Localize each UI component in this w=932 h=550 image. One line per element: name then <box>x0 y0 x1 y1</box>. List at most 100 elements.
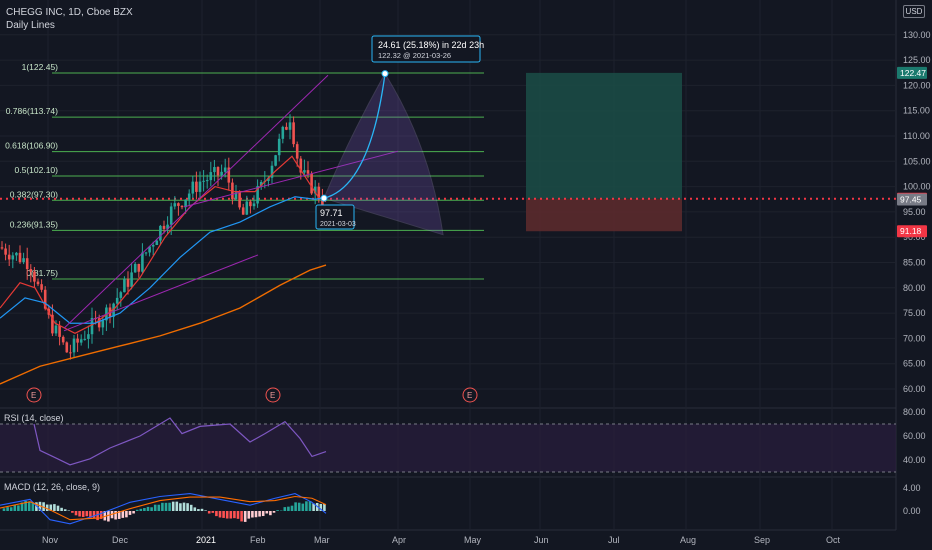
rsi-band <box>0 424 896 472</box>
candle-body <box>61 336 65 343</box>
projection-curve <box>323 73 386 199</box>
price-tick-label[interactable]: 115.00 <box>903 106 930 116</box>
channel-upper-line[interactable] <box>63 74 329 329</box>
candle-body <box>29 269 33 272</box>
macd-histogram-bar <box>200 508 204 511</box>
candle-body <box>0 247 4 249</box>
projection-target-point[interactable] <box>381 70 389 78</box>
time-axis-label[interactable]: Aug <box>680 535 696 545</box>
macd-histogram-bar <box>92 511 96 518</box>
candle-body <box>252 203 256 207</box>
earnings-marker-icon[interactable] <box>265 387 281 403</box>
price-tick-label[interactable]: 110.00 <box>903 131 930 141</box>
macd-histogram-bar <box>312 503 315 511</box>
macd-histogram-bar <box>211 511 215 513</box>
price-tick-label[interactable]: 125.00 <box>903 55 931 65</box>
macd-line <box>0 493 327 525</box>
macd-histogram-bar <box>308 501 312 511</box>
rsi-title[interactable]: RSI (14, close) <box>4 413 64 423</box>
indicator-label[interactable]: Daily Lines <box>6 20 55 31</box>
earnings-marker-icon[interactable] <box>462 387 478 403</box>
price-tick-label[interactable]: 60.00 <box>903 384 926 394</box>
earnings-marker-label[interactable]: E <box>31 391 36 400</box>
candle-body <box>281 126 285 139</box>
macd-histogram-bar <box>272 511 276 513</box>
time-axis-label[interactable]: Jun <box>534 535 549 545</box>
moving-average-long <box>0 264 327 385</box>
price-tick-label[interactable]: 75.00 <box>903 308 926 318</box>
candle-body <box>241 207 245 215</box>
time-axis-label[interactable]: May <box>464 535 482 545</box>
macd-histogram-bar <box>305 501 308 511</box>
macd-histogram-bar <box>323 503 326 511</box>
macd-histogram-bar <box>128 511 132 515</box>
time-axis-label[interactable]: Apr <box>392 535 406 545</box>
price-tick-label[interactable]: 120.00 <box>903 80 931 90</box>
earnings-marker-icon[interactable] <box>26 387 42 403</box>
candle-body <box>4 248 7 255</box>
macd-histogram-bar <box>254 511 258 518</box>
price-tick-label[interactable]: 70.00 <box>903 333 926 343</box>
candle-body <box>177 203 180 206</box>
time-axis-label[interactable]: Oct <box>826 535 841 545</box>
long-position-stop-zone[interactable] <box>526 198 682 232</box>
candle-body <box>141 252 144 272</box>
macd-histogram-bar <box>179 503 182 511</box>
candle-body <box>155 240 159 246</box>
time-axis-label[interactable]: Mar <box>314 535 330 545</box>
macd-histogram-bar <box>103 511 107 521</box>
candle-body <box>112 303 115 317</box>
macd-histogram-bar <box>186 503 189 511</box>
price-tick-label[interactable]: 85.00 <box>903 258 926 268</box>
earnings-marker-label[interactable]: E <box>270 391 275 400</box>
candle-body <box>213 167 216 173</box>
price-tick-label[interactable]: 95.00 <box>903 207 926 217</box>
earnings-marker-label[interactable]: E <box>467 391 472 400</box>
long-position-target-zone[interactable] <box>526 72 682 199</box>
price-tick-label[interactable]: 130.00 <box>903 30 931 40</box>
candle-body <box>36 281 40 285</box>
price-tick-label[interactable]: 105.00 <box>903 156 931 166</box>
macd-histogram-bar <box>243 511 247 522</box>
currency-button[interactable]: USD <box>903 5 925 18</box>
candle-body <box>15 252 18 256</box>
channel-lower-line[interactable] <box>63 254 259 332</box>
projection-label-main: 24.61 (25.18%) in 22d 23h <box>378 40 484 50</box>
fib-level-label: 0.382(97.30) <box>10 189 58 199</box>
candle-body <box>72 338 76 353</box>
price-tick-label[interactable]: 65.00 <box>903 359 926 369</box>
macd-tick-label: 0.00 <box>903 506 921 516</box>
candle-body <box>69 352 72 354</box>
candle-body <box>285 126 288 130</box>
candle-body <box>123 279 126 293</box>
candle-body <box>216 167 220 176</box>
macd-histogram-bar <box>135 509 139 511</box>
projection-fan[interactable] <box>323 72 444 236</box>
candle-body <box>40 284 43 290</box>
price-tick-label[interactable]: 100.00 <box>903 182 931 192</box>
symbol-title[interactable]: CHEGG INC, 1D, Cboe BZX <box>6 7 133 18</box>
candle-body <box>205 180 209 182</box>
macd-title[interactable]: MACD (12, 26, close, 9) <box>4 482 100 492</box>
macd-histogram-bar <box>125 511 128 518</box>
time-axis-label[interactable]: 2021 <box>196 535 216 545</box>
time-axis-label[interactable]: Nov <box>42 535 59 545</box>
macd-histogram-bar <box>218 511 222 518</box>
macd-histogram-bar <box>13 504 17 511</box>
macd-histogram-bar <box>161 502 164 511</box>
projection-anchor-point[interactable] <box>320 194 328 202</box>
macd-histogram-bar <box>42 502 45 511</box>
macd-histogram-bar <box>20 502 24 511</box>
macd-histogram-bar <box>38 501 42 511</box>
time-axis-label[interactable]: Feb <box>250 535 266 545</box>
candle-body <box>317 186 321 200</box>
time-axis-label[interactable]: Dec <box>112 535 129 545</box>
fib-level-label: 1(122.45) <box>22 62 59 72</box>
macd-histogram-bar <box>56 505 60 511</box>
time-axis-label[interactable]: Sep <box>754 535 770 545</box>
macd-histogram-bar <box>265 511 269 514</box>
price-tick-label[interactable]: 80.00 <box>903 283 926 293</box>
time-axis-label[interactable]: Jul <box>608 535 620 545</box>
